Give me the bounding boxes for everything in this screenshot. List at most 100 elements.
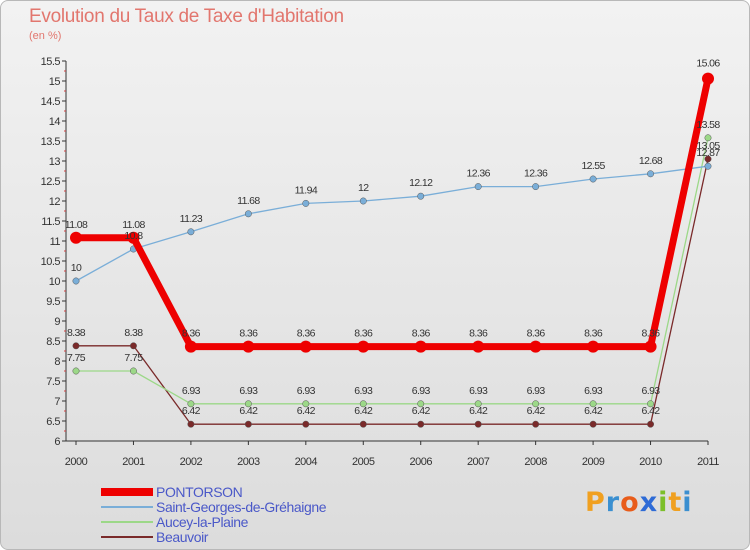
data-point <box>299 340 312 353</box>
data-label: 12.12 <box>409 177 433 189</box>
data-point <box>359 400 367 408</box>
x-tick-label: 2004 <box>295 456 318 468</box>
data-point <box>704 155 712 163</box>
data-point <box>130 342 137 350</box>
legend: PONTORSON Saint-Georges-de-Gréhaigne Aucey… <box>101 484 421 545</box>
data-label: 6.93 <box>412 385 431 397</box>
data-point <box>644 340 657 353</box>
data-point <box>589 420 597 428</box>
data-label: 8.38 <box>124 327 143 339</box>
series-2 <box>72 134 712 408</box>
data-point <box>474 400 482 408</box>
logo-letter: x <box>639 487 659 518</box>
x-tick-label: 2000 <box>65 456 88 468</box>
data-label: 11.23 <box>180 213 203 225</box>
legend-label: PONTORSON <box>156 484 243 500</box>
data-label: 6.93 <box>354 385 373 397</box>
data-label: 6.93 <box>584 385 603 397</box>
data-label: 8.36 <box>584 328 603 340</box>
data-label: 6.42 <box>642 405 661 417</box>
series-1 <box>72 162 712 285</box>
data-point <box>589 175 597 183</box>
data-label: 6.42 <box>469 405 488 417</box>
logo-letter: t <box>668 487 683 518</box>
data-label: 8.36 <box>642 328 661 340</box>
legend-label: Beauvoir <box>156 529 209 545</box>
data-point <box>417 400 425 408</box>
y-tick-label: 10 <box>49 276 61 288</box>
data-point <box>302 400 310 408</box>
data-point <box>302 199 310 207</box>
data-label: 8.36 <box>412 328 431 340</box>
data-label: 6.93 <box>297 385 316 397</box>
data-label: 8.36 <box>527 328 546 340</box>
data-point <box>187 400 195 408</box>
legend-swatch <box>101 488 153 496</box>
legend-item: Beauvoir <box>101 529 421 545</box>
y-tick-label: 10.5 <box>41 256 61 268</box>
data-point <box>647 420 654 428</box>
data-point <box>244 400 252 408</box>
data-label: 11.94 <box>295 184 318 196</box>
data-label: 8.36 <box>469 328 488 340</box>
data-point <box>472 340 485 353</box>
data-label: 13.05 <box>696 140 720 152</box>
y-tick-label: 6.5 <box>46 416 60 428</box>
series-line <box>76 158 709 425</box>
series-3 <box>72 155 712 428</box>
data-label: 15.06 <box>696 58 720 70</box>
data-label: 8.38 <box>67 327 86 339</box>
data-point <box>187 228 195 236</box>
y-tick-label: 12 <box>49 196 61 208</box>
data-point <box>417 192 425 200</box>
data-point <box>417 420 425 428</box>
logo-letter: P <box>585 487 606 518</box>
y-tick-label: 13 <box>49 156 61 168</box>
x-tick-label: 2005 <box>352 456 375 468</box>
data-label: 6.42 <box>239 405 258 417</box>
legend-label: Aucey-la-Plaine <box>156 514 249 530</box>
proxiti-logo: Proxiti <box>585 487 693 518</box>
data-point <box>244 420 252 428</box>
y-tick-label: 11.5 <box>41 216 60 228</box>
data-point <box>357 340 370 353</box>
y-tick-label: 7.5 <box>46 376 60 388</box>
y-tick-label: 15 <box>49 76 61 88</box>
data-label: 11.08 <box>65 219 88 231</box>
data-point <box>127 231 140 244</box>
chart-title: Evolution du Taux de Taxe d'Habitation <box>29 6 344 27</box>
data-point <box>130 367 137 375</box>
series-line <box>76 77 712 351</box>
x-tick-label: 2007 <box>467 456 490 468</box>
data-label: 6.93 <box>469 385 488 397</box>
data-point <box>532 400 540 408</box>
x-tick-label: 2009 <box>582 456 605 468</box>
logo-letter: r <box>605 487 621 518</box>
y-tick-label: 15.5 <box>41 56 61 68</box>
legend-item: Saint-Georges-de-Gréhaigne <box>101 499 421 515</box>
legend-label: Saint-Georges-de-Gréhaigne <box>156 499 327 515</box>
data-label: 6.93 <box>527 385 546 397</box>
series-line <box>75 165 709 282</box>
data-point <box>532 183 540 191</box>
logo-letter: i <box>682 487 693 518</box>
y-tick-label: 11 <box>50 236 61 248</box>
legend-swatch <box>101 506 153 508</box>
x-tick-label: 2001 <box>122 456 145 468</box>
x-tick-label: 2010 <box>639 456 662 468</box>
data-point <box>242 340 255 353</box>
data-label: 12.55 <box>581 160 605 172</box>
data-label: 12.36 <box>467 168 491 180</box>
data-point <box>532 420 540 428</box>
data-point <box>187 420 195 428</box>
data-label: 6.93 <box>642 385 661 397</box>
y-tick-label: 7 <box>54 396 60 408</box>
data-label: 8.36 <box>182 328 201 340</box>
data-point <box>587 340 600 353</box>
data-label: 6.42 <box>412 405 431 417</box>
data-point <box>647 170 654 178</box>
data-point <box>184 340 197 353</box>
data-point <box>359 197 367 205</box>
data-point <box>474 420 482 428</box>
